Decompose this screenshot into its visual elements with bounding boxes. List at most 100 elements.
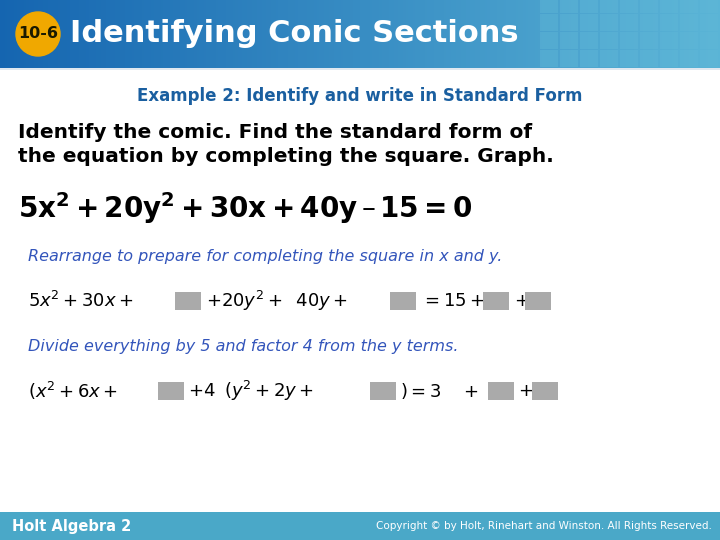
Bar (34, 0, 37, 68)
Bar (667, 0, 670, 68)
Bar (5, 0, 8, 68)
Bar (640, 14, 658, 31)
Bar (444, 0, 447, 68)
Bar (214, 0, 217, 68)
Bar (620, 32, 638, 49)
Bar (639, 0, 642, 68)
Bar (362, 0, 366, 68)
Bar (326, 0, 330, 68)
Bar (290, 0, 294, 68)
Bar (672, 0, 675, 68)
Bar (307, 0, 310, 68)
Bar (641, 0, 644, 68)
Bar (477, 0, 481, 68)
Bar (619, 0, 623, 68)
Bar (590, 0, 594, 68)
Bar (72, 0, 76, 68)
Bar (58, 0, 61, 68)
Bar (415, 0, 418, 68)
Bar (684, 0, 688, 68)
Text: Holt Algebra 2: Holt Algebra 2 (12, 518, 131, 534)
Bar (653, 0, 656, 68)
Bar (151, 0, 155, 68)
Bar (680, 32, 698, 49)
Bar (595, 0, 598, 68)
Bar (509, 0, 512, 68)
Bar (197, 0, 200, 68)
Bar (711, 0, 714, 68)
Bar (691, 0, 695, 68)
Bar (300, 0, 303, 68)
Bar (640, 0, 658, 13)
Bar (390, 292, 416, 310)
Bar (620, 50, 638, 67)
Bar (317, 0, 320, 68)
Bar (686, 0, 690, 68)
Bar (660, 0, 678, 13)
Bar (700, 50, 718, 67)
Bar (238, 0, 241, 68)
Bar (600, 0, 603, 68)
Bar (370, 382, 396, 400)
Bar (693, 0, 697, 68)
Bar (580, 50, 598, 67)
Bar (703, 0, 706, 68)
Bar (315, 0, 318, 68)
Bar (48, 0, 51, 68)
Bar (521, 0, 524, 68)
Bar (117, 0, 121, 68)
Bar (413, 0, 416, 68)
Bar (700, 32, 718, 49)
Text: $(x^2 + 6x +$: $(x^2 + 6x +$ (28, 380, 118, 402)
Bar (560, 0, 578, 13)
Bar (245, 0, 248, 68)
Bar (629, 0, 632, 68)
Bar (706, 0, 709, 68)
Bar (580, 0, 598, 13)
Bar (680, 14, 698, 31)
Bar (540, 32, 558, 49)
Circle shape (16, 12, 60, 56)
Bar (607, 0, 611, 68)
Bar (451, 0, 454, 68)
Bar (369, 0, 373, 68)
Bar (675, 0, 678, 68)
Bar (125, 0, 128, 68)
Bar (65, 0, 68, 68)
Bar (115, 0, 119, 68)
Bar (490, 0, 493, 68)
Bar (513, 0, 517, 68)
Bar (434, 0, 438, 68)
Bar (45, 0, 49, 68)
Bar (700, 0, 718, 13)
Bar (175, 292, 201, 310)
Bar (564, 0, 567, 68)
Bar (305, 0, 308, 68)
Bar (86, 0, 90, 68)
Bar (662, 0, 666, 68)
Bar (600, 0, 618, 13)
Bar (506, 0, 510, 68)
Bar (130, 0, 133, 68)
Bar (600, 50, 618, 67)
Bar (487, 0, 490, 68)
Bar (547, 0, 551, 68)
Bar (660, 32, 678, 49)
Bar (247, 0, 251, 68)
Bar (396, 0, 400, 68)
Bar (180, 0, 184, 68)
Bar (84, 0, 87, 68)
Bar (557, 0, 560, 68)
Bar (55, 0, 58, 68)
Bar (576, 0, 580, 68)
Bar (560, 32, 578, 49)
Bar (391, 0, 395, 68)
Bar (612, 0, 616, 68)
Bar (425, 0, 428, 68)
Bar (631, 0, 634, 68)
Bar (377, 0, 380, 68)
Bar (29, 0, 32, 68)
Bar (106, 0, 109, 68)
Text: $+$: $+$ (518, 382, 533, 400)
Bar (281, 0, 284, 68)
